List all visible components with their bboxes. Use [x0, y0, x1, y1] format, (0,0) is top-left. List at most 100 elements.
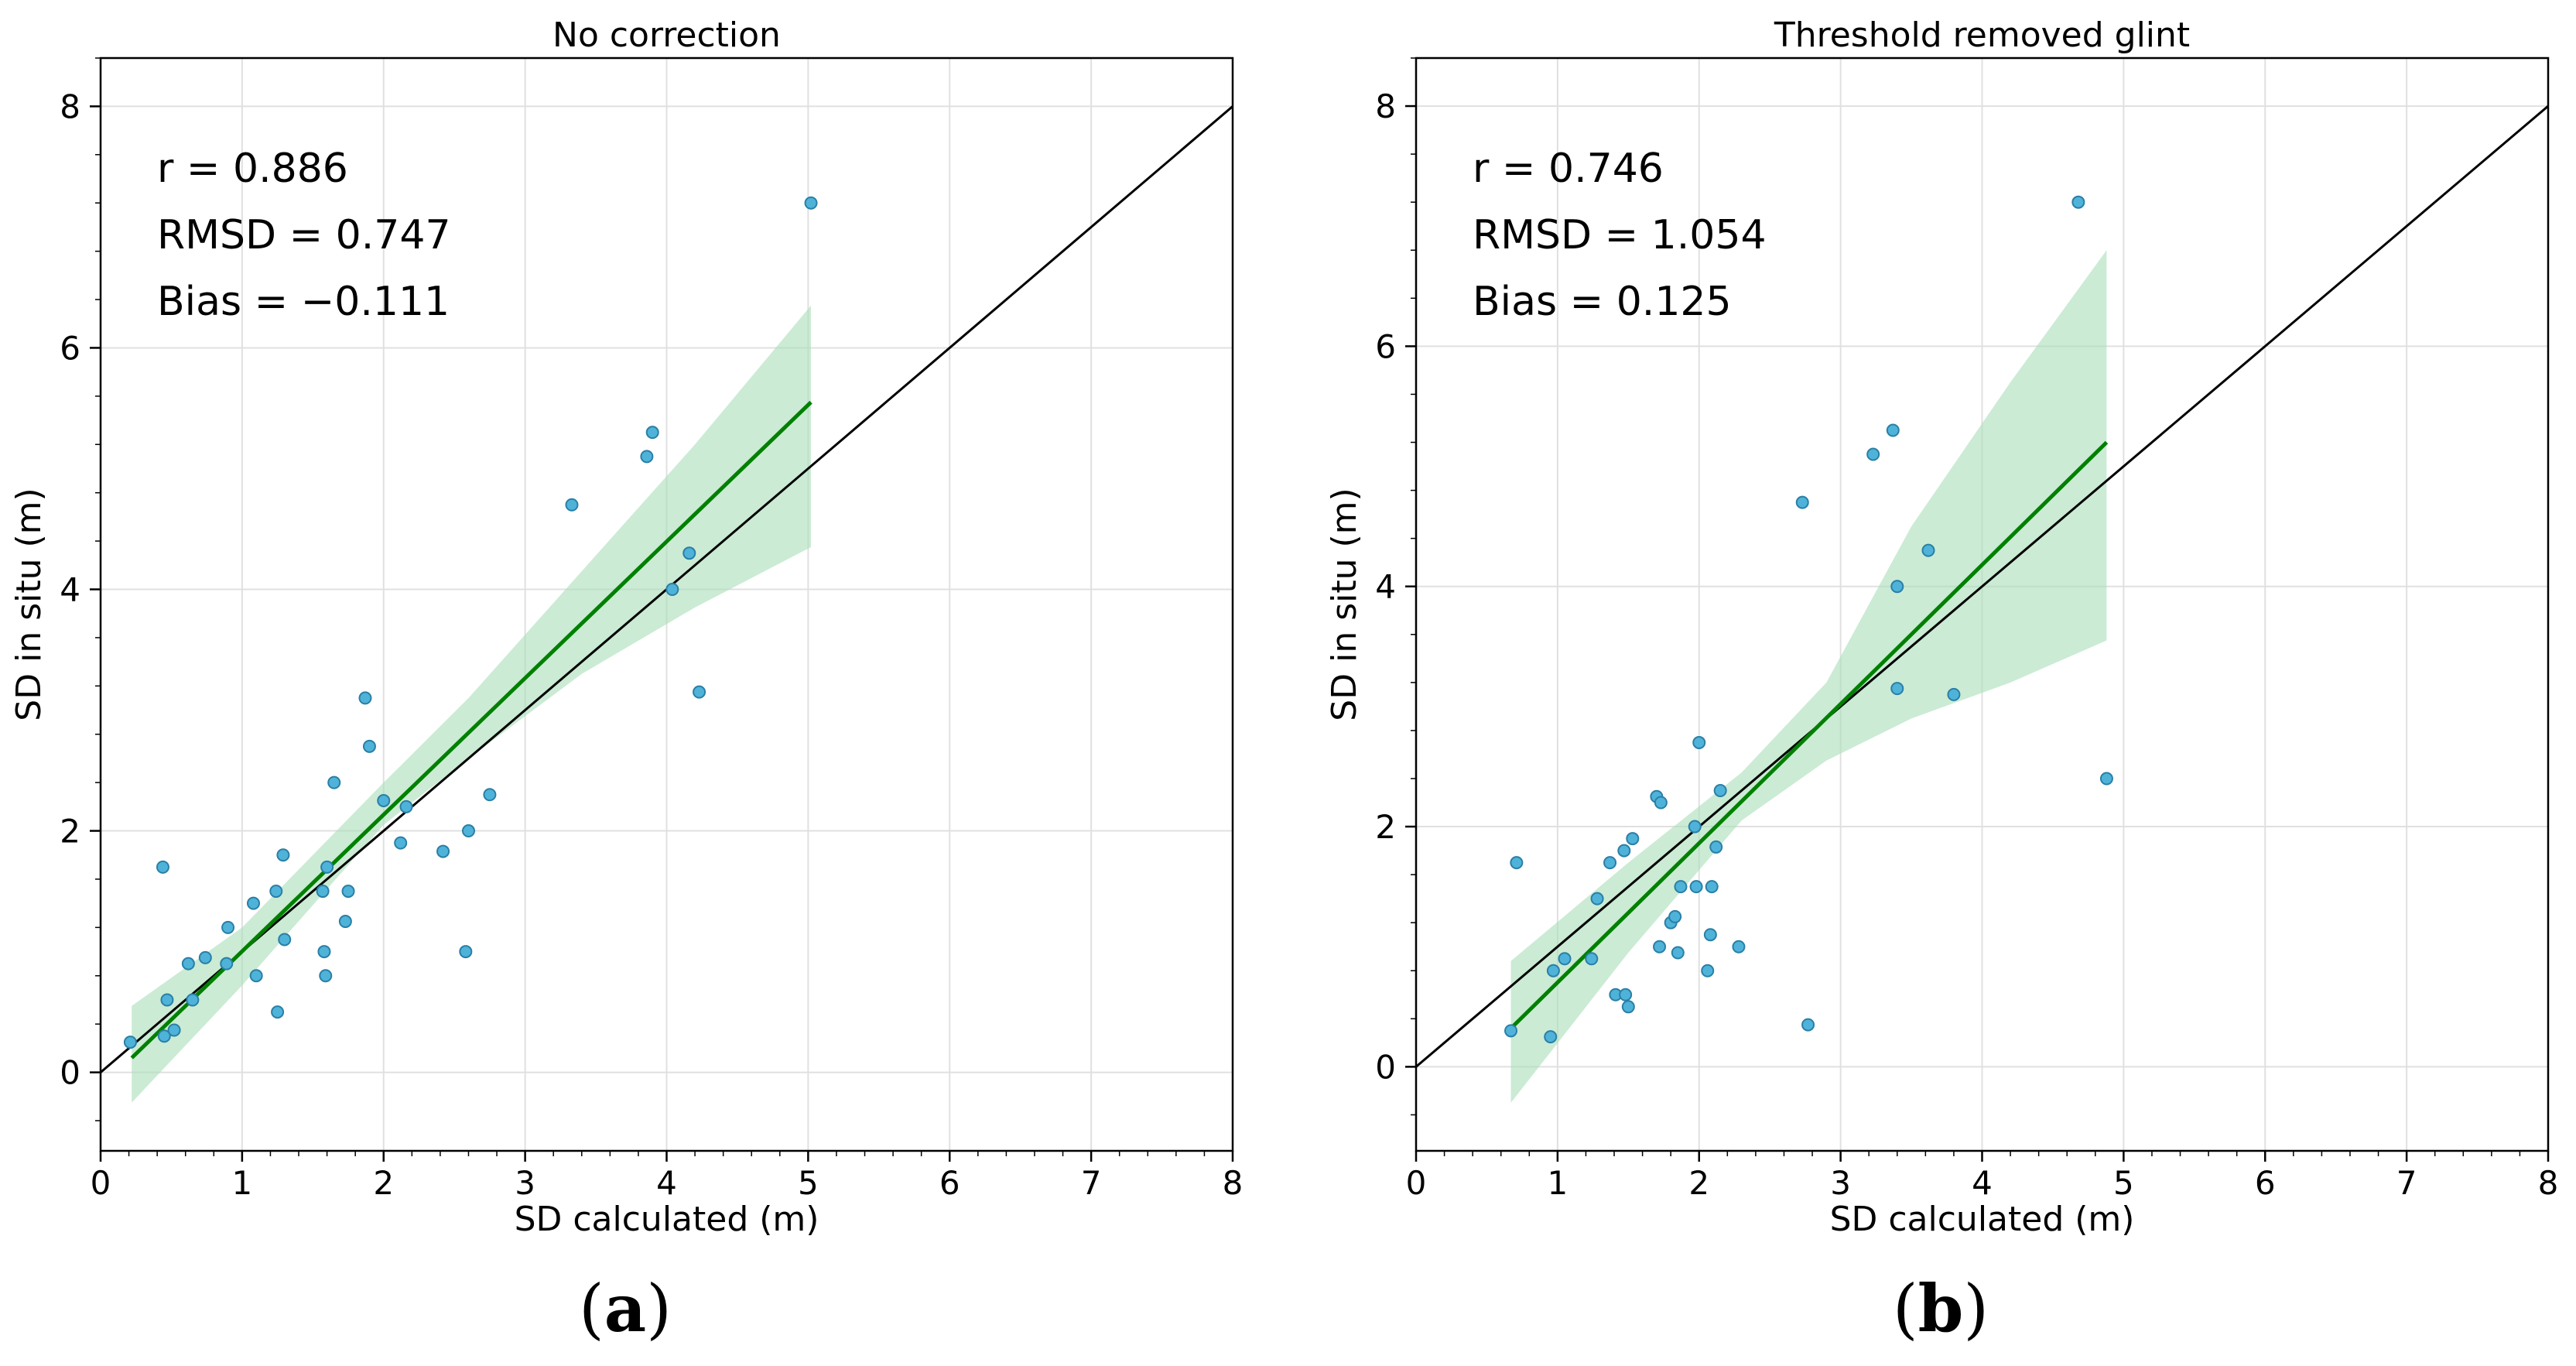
- y-axis: 0 2 4 6 8: [60, 57, 101, 1121]
- data-point: [327, 775, 341, 789]
- y-tick-label: 6: [60, 329, 80, 367]
- panel-label: (b): [1893, 1270, 1989, 1347]
- data-point: [459, 945, 473, 959]
- data-point: [693, 685, 706, 699]
- y-tick-label: 8: [1375, 87, 1396, 125]
- data-point: [1692, 735, 1706, 749]
- y-tick-label: 0: [1375, 1048, 1396, 1086]
- data-point: [394, 836, 408, 850]
- data-point: [160, 993, 174, 1007]
- x-tick-label: 0: [1406, 1164, 1427, 1202]
- data-point: [483, 788, 497, 802]
- data-point: [362, 739, 376, 753]
- x-tick-label: 2: [1688, 1164, 1709, 1202]
- x-tick-label: 6: [939, 1164, 960, 1202]
- data-point: [198, 950, 212, 964]
- x-axis: 0 1 2 3 4 5 6 7 8: [1406, 1151, 2558, 1202]
- data-point: [271, 1005, 285, 1019]
- data-point: [320, 860, 334, 874]
- data-point: [1671, 946, 1685, 960]
- data-point: [1890, 682, 1904, 696]
- stats-line: r = 0.886: [157, 146, 348, 192]
- data-point: [1544, 1030, 1558, 1044]
- data-point: [1619, 988, 1633, 1001]
- stats-annotation: r = 0.746 RMSD = 1.054 Bias = 0.125: [1473, 146, 1767, 325]
- y-tick-label: 0: [60, 1054, 80, 1092]
- data-point: [278, 933, 292, 947]
- fit-line: [130, 400, 812, 1060]
- data-point: [2071, 195, 2085, 209]
- data-point: [157, 1029, 171, 1043]
- confidence-band: [1510, 250, 2107, 1103]
- data-point: [804, 196, 818, 210]
- data-point: [221, 920, 235, 934]
- x-tick-label: 3: [1830, 1164, 1851, 1202]
- data-point: [1654, 796, 1668, 810]
- data-point: [317, 945, 331, 959]
- data-point: [269, 885, 283, 899]
- y-axis: 0 2 4 6 8: [1375, 57, 1416, 1116]
- data-point: [399, 799, 413, 813]
- data-point: [1688, 820, 1702, 834]
- data-point: [1701, 964, 1715, 977]
- data-point: [186, 993, 200, 1007]
- x-tick-label: 6: [2255, 1164, 2276, 1202]
- data-point: [1709, 840, 1723, 854]
- panel-label: (a): [579, 1270, 672, 1347]
- stats-annotation: r = 0.886 RMSD = 0.747 Bias = −0.111: [157, 146, 451, 325]
- data-point: [1890, 580, 1904, 594]
- data-point: [2099, 772, 2113, 786]
- x-tick-label: 1: [1548, 1164, 1569, 1202]
- data-point: [1703, 928, 1717, 942]
- x-tick-label: 4: [656, 1164, 677, 1202]
- stats-line: Bias = 0.125: [1473, 279, 1732, 325]
- data-point: [249, 969, 263, 983]
- y-tick-label: 2: [60, 813, 80, 851]
- x-axis-label: SD calculated (m): [515, 1200, 819, 1239]
- data-point: [1795, 495, 1809, 509]
- data-point: [1947, 687, 1961, 701]
- data-point: [220, 957, 234, 971]
- data-point: [1668, 909, 1682, 923]
- data-point: [338, 915, 352, 929]
- data-point: [1626, 832, 1640, 846]
- y-tick-label: 8: [60, 87, 80, 125]
- data-point: [1504, 1024, 1518, 1038]
- x-tick-label: 4: [1972, 1164, 1993, 1202]
- data-point: [247, 896, 261, 910]
- data-point: [1617, 844, 1631, 858]
- data-point: [181, 957, 195, 971]
- data-point: [1510, 856, 1524, 870]
- data-point: [665, 582, 679, 596]
- data-point: [1585, 952, 1599, 966]
- x-tick-label: 7: [2396, 1164, 2417, 1202]
- data-point: [1603, 856, 1617, 870]
- data-point: [156, 860, 169, 874]
- data-point: [436, 844, 450, 858]
- y-tick-label: 4: [60, 570, 80, 608]
- x-tick-label: 3: [515, 1164, 535, 1202]
- stats-line: r = 0.746: [1473, 146, 1664, 192]
- data-point: [1653, 940, 1667, 953]
- data-point: [461, 824, 475, 838]
- fit-line: [1509, 440, 2109, 1030]
- panel-letter: b: [1918, 1270, 1964, 1347]
- data-point: [645, 426, 659, 440]
- data-point: [1705, 880, 1719, 894]
- x-axis: 0 1 2 3 4 5 6 7 8: [91, 1151, 1243, 1202]
- data-point: [640, 450, 654, 464]
- y-tick-label: 2: [1375, 808, 1396, 846]
- chart-title: No correction: [552, 15, 781, 55]
- panel-letter: a: [604, 1270, 646, 1347]
- panel-a: 0 1 2 3 4 5 6 7 8 0 2 4 6 8 No correction SD calculated…: [9, 15, 1243, 1347]
- data-point: [167, 1023, 181, 1037]
- x-tick-label: 7: [1081, 1164, 1102, 1202]
- data-point: [341, 885, 355, 899]
- x-tick-label: 5: [2113, 1164, 2134, 1202]
- data-point: [1886, 423, 1900, 437]
- x-axis-label: SD calculated (m): [1830, 1200, 2135, 1239]
- data-point: [1713, 784, 1727, 798]
- data-point: [1590, 892, 1604, 906]
- data-point: [1921, 543, 1935, 557]
